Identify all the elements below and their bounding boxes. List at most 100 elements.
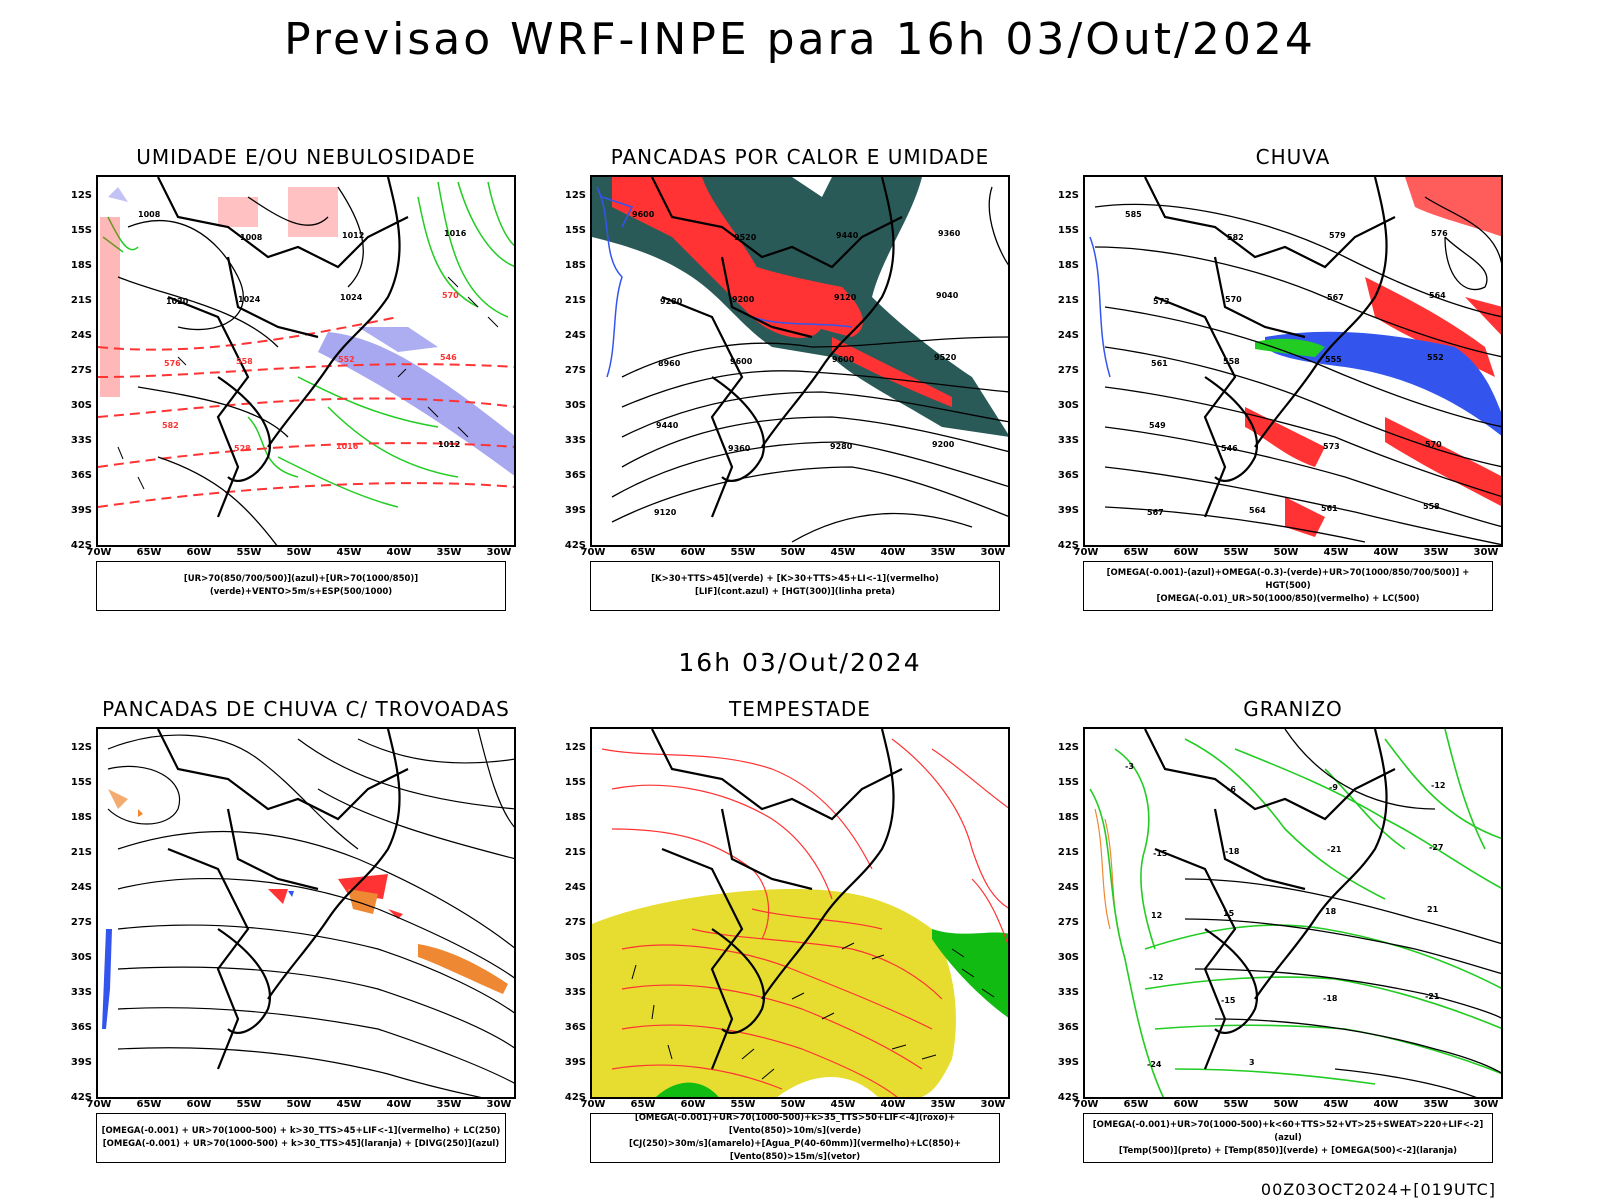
lon-tick-label: 50W <box>1273 547 1299 558</box>
lat-tick-label: 30S <box>1057 952 1079 963</box>
contour-value-label: 561 <box>1321 504 1338 513</box>
lat-tick-label: 24S <box>1057 330 1079 341</box>
contour-value-label: 9120 <box>834 293 857 302</box>
contour-value-label: 9040 <box>936 291 959 300</box>
lat-tick-label: 21S <box>70 295 92 306</box>
map-pancadas-calor: 9600 9520 9440 9360 9280 9200 9120 9040 8960 9600… <box>590 175 1010 547</box>
map-svg-chuva: 585 582 579 576 573 570 567 564 561 558 555 552 549 5… <box>1089 177 1501 545</box>
contour-value-label: -24 <box>1147 1060 1162 1069</box>
contour-value-label: 9440 <box>656 421 679 430</box>
lon-tick-label: 65W <box>1123 547 1149 558</box>
lat-tick-label: 24S <box>70 330 92 341</box>
lat-tick-label: 27S <box>1057 917 1079 928</box>
lat-tick-label: 30S <box>70 400 92 411</box>
contour-value-label: 18 <box>1325 907 1337 916</box>
lon-tick-label: 30W <box>1473 1099 1499 1110</box>
lon-tick-label: 70W <box>1073 547 1099 558</box>
lat-tick-label: 21S <box>564 295 586 306</box>
lon-tick-label: 60W <box>1173 547 1199 558</box>
lon-tick-label: 30W <box>980 1099 1006 1110</box>
contour-value-label: -15 <box>1221 996 1236 1005</box>
lat-tick-label: 21S <box>1057 295 1079 306</box>
contour-value-label: 579 <box>1329 231 1346 240</box>
contour-value-label: 567 <box>1327 293 1344 302</box>
legend-line-1: [OMEGA(-0.001)+UR>70(1000-500)+k<60+TTS>… <box>1092 1119 1484 1143</box>
lon-tick-label: 40W <box>386 1099 412 1110</box>
contour-value-label: 546 <box>440 353 457 362</box>
contour-value-label: 9520 <box>934 353 957 362</box>
lat-tick-label: 39S <box>70 1057 92 1068</box>
map-tempestade <box>590 727 1010 1099</box>
contour-value-label: 1008 <box>240 233 263 242</box>
lat-tick-label: 42S <box>1057 1092 1079 1103</box>
lon-tick-label: 60W <box>186 1099 212 1110</box>
lat-tick-label: 36S <box>564 1022 586 1033</box>
lat-tick-label: 18S <box>564 812 586 823</box>
lon-tick-label: 45W <box>830 547 856 558</box>
contour-value-label: 552 <box>338 355 355 364</box>
lon-tick-label: 50W <box>286 547 312 558</box>
lon-tick-label: 45W <box>830 1099 856 1110</box>
contour-value-label: 558 <box>1423 502 1440 511</box>
contour-value-label: 585 <box>1125 210 1142 219</box>
contour-value-label: 576 <box>164 359 181 368</box>
lon-tick-label: 35W <box>436 547 462 558</box>
legend-granizo: [OMEGA(-0.001)+UR>70(1000-500)+k<60+TTS>… <box>1083 1113 1493 1163</box>
lon-tick-label: 65W <box>136 1099 162 1110</box>
contour-value-label: 9200 <box>932 440 955 449</box>
contour-value-label: 1024 <box>340 293 363 302</box>
contour-value-label: -18 <box>1323 994 1338 1003</box>
panel-title: TEMPESTADE <box>729 697 871 721</box>
map-svg-trovoadas <box>102 729 514 1097</box>
lat-tick-label: 12S <box>564 742 586 753</box>
lat-tick-label: 39S <box>1057 1057 1079 1068</box>
lat-tick-label: 30S <box>70 952 92 963</box>
contour-value-label: 552 <box>1427 353 1444 362</box>
contour-value-label: 1024 <box>238 295 261 304</box>
lon-tick-label: 55W <box>730 547 756 558</box>
contour-value-label: 1016 <box>444 229 467 238</box>
lon-tick-label: 30W <box>486 1099 512 1110</box>
lat-tick-label: 42S <box>1057 540 1079 551</box>
legend-trovoadas: [OMEGA(-0.001) + UR>70(1000-500) + k>30_… <box>96 1113 506 1163</box>
legend-line-1: [OMEGA(-0.001) + UR>70(1000-500) + k>30_… <box>101 1126 501 1136</box>
legend-line-2: [OMEGA(-0.001) + UR>70(1000-500) + k>30_… <box>102 1139 500 1149</box>
lon-tick-label: 65W <box>1123 1099 1149 1110</box>
lat-tick-label: 27S <box>70 365 92 376</box>
lon-tick-label: 50W <box>286 1099 312 1110</box>
lon-tick-label: 35W <box>930 1099 956 1110</box>
contour-value-label: 9360 <box>938 229 961 238</box>
lat-tick-label: 42S <box>70 1092 92 1103</box>
lat-tick-label: 27S <box>564 365 586 376</box>
contour-value-label: 9600 <box>730 357 753 366</box>
lon-tick-label: 35W <box>930 547 956 558</box>
contour-value-label: 564 <box>1249 506 1266 515</box>
lat-tick-label: 21S <box>564 847 586 858</box>
panel-granizo: GRANIZO <box>1058 697 1503 1167</box>
contour-value-label: 9600 <box>632 210 655 219</box>
lon-tick-label: 55W <box>1223 1099 1249 1110</box>
lon-tick-label: 60W <box>680 1099 706 1110</box>
legend-line-2: [LIF](cont.azul) + [HGT(300)](linha pret… <box>694 587 896 597</box>
legend-line-2: [OMEGA(-0.01)_UR>50(1000/850)(vermelho) … <box>1156 593 1420 604</box>
lat-tick-label: 18S <box>1057 812 1079 823</box>
lat-tick-label: 15S <box>70 225 92 236</box>
lat-tick-label: 33S <box>1057 987 1079 998</box>
contour-value-label: 8960 <box>658 359 681 368</box>
panel-title: CHUVA <box>1255 145 1331 169</box>
lon-tick-label: 70W <box>1073 1099 1099 1110</box>
lat-tick-label: 15S <box>564 777 586 788</box>
contour-value-label: 9520 <box>734 233 757 242</box>
lon-tick-label: 50W <box>780 547 806 558</box>
contour-value-label: 549 <box>1149 421 1166 430</box>
legend-chuva: [OMEGA(-0.001)-(azul)+OMEGA(-0.3)-(verde… <box>1083 561 1493 611</box>
lat-tick-label: 15S <box>1057 225 1079 236</box>
contour-value-label: 9120 <box>654 508 677 517</box>
lon-tick-label: 65W <box>136 547 162 558</box>
lat-tick-label: 24S <box>1057 882 1079 893</box>
lat-tick-label: 18S <box>70 812 92 823</box>
lat-tick-label: 42S <box>564 1092 586 1103</box>
contour-value-label: 9280 <box>830 442 853 451</box>
map-trovoadas <box>96 727 516 1099</box>
contour-value-label: 558 <box>1223 357 1240 366</box>
